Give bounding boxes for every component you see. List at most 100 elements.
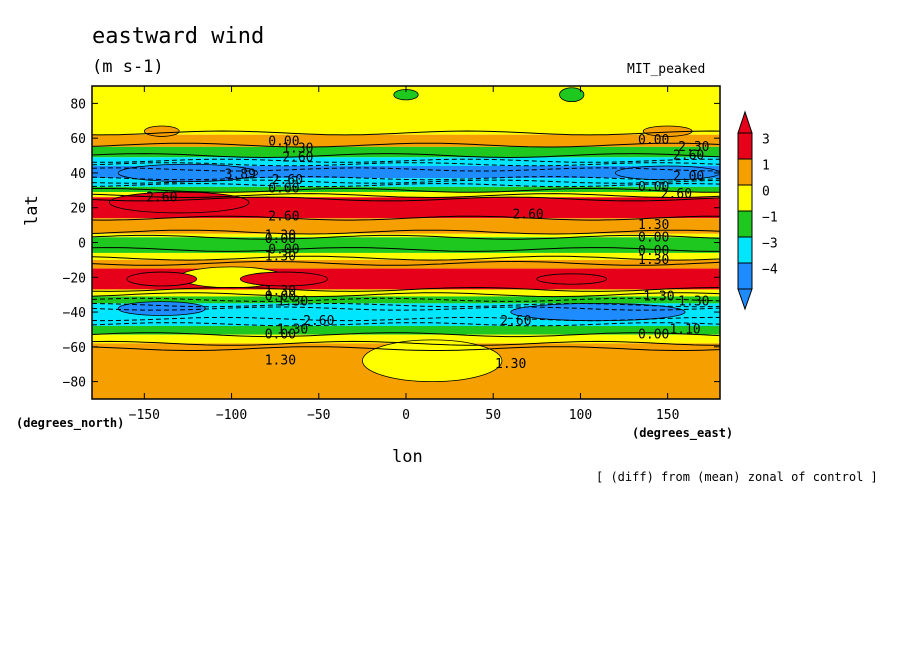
- y-tick-label: −80: [63, 376, 86, 391]
- y-tick-label: 60: [70, 132, 86, 147]
- color-band: [92, 146, 720, 158]
- x-tick-label: 150: [656, 408, 679, 423]
- contour-line: [92, 247, 720, 252]
- colorbar-segment: [737, 262, 753, 290]
- contour-label: 1.30: [265, 249, 296, 264]
- color-band: [92, 157, 720, 166]
- contour-line: [92, 142, 720, 148]
- color-blob: [510, 302, 686, 322]
- contour-label: 0.00: [638, 133, 669, 148]
- y-tick-label: −20: [63, 271, 86, 286]
- color-blob: [361, 339, 503, 383]
- color-band: [92, 334, 720, 344]
- color-blob: [559, 87, 585, 103]
- contour-line: [92, 261, 720, 266]
- contour-label: 2.60: [268, 209, 299, 224]
- color-band: [92, 134, 720, 147]
- color-band: [92, 237, 720, 253]
- contour-line: [92, 196, 720, 202]
- color-blob: [109, 191, 250, 214]
- contour-label: 0.00: [265, 289, 296, 304]
- contour-label: 0.00: [268, 135, 299, 150]
- contour-line: [92, 187, 720, 193]
- contour-label: 2.60: [673, 149, 704, 164]
- contour-line: [92, 346, 720, 351]
- contour-line: [92, 215, 720, 221]
- contour-label: 0.00: [265, 232, 296, 247]
- color-blob: [143, 125, 180, 137]
- y-tick-label: −40: [63, 306, 86, 321]
- contour-label: 1.30: [282, 142, 313, 157]
- contour-label: 1.30: [638, 218, 669, 233]
- contour-label: 2.60: [272, 173, 303, 188]
- contour-line-dashed: [92, 316, 720, 322]
- contour-label: 3.89: [225, 168, 256, 183]
- x-tick-label: 50: [485, 408, 501, 423]
- contour-label: 1.30: [265, 284, 296, 299]
- contour-line: [92, 340, 720, 346]
- colorbar-segment: [737, 210, 753, 238]
- contour-label: 1.30: [265, 229, 296, 244]
- contour-label: 2.60: [500, 314, 531, 329]
- contour-label: 2.00: [673, 169, 704, 184]
- contour-line: [92, 286, 720, 292]
- contour-label: 1.30: [638, 253, 669, 268]
- colorbar-top-arrow: [737, 110, 753, 134]
- contour-label: 1.30: [277, 322, 308, 337]
- color-band: [92, 192, 720, 198]
- x-tick-label: −50: [307, 408, 330, 423]
- contour-line: [92, 292, 720, 298]
- chart-units: (m s-1): [92, 57, 164, 77]
- contour-label: 2.60: [512, 208, 543, 223]
- contour-line-dashed: [92, 303, 720, 308]
- contour-label: 1.30: [495, 357, 526, 372]
- color-blob: [126, 271, 198, 287]
- color-blob: [117, 301, 206, 316]
- y-tick-label: 40: [70, 167, 86, 182]
- colorbar-segment: [737, 184, 753, 212]
- contour-line-dashed: [92, 306, 720, 311]
- contour-label: 0.00: [638, 328, 669, 343]
- color-band: [92, 325, 720, 335]
- contour-line-dashed: [92, 322, 720, 327]
- contour-label: 2.60: [282, 150, 313, 165]
- x-tick-label: −150: [129, 408, 160, 423]
- colorbar-label: 3: [762, 133, 770, 148]
- x-tick-label: 0: [402, 408, 410, 423]
- y-tick-label: 0: [78, 237, 86, 252]
- x-tick-label: −100: [216, 408, 247, 423]
- contour-line-dashed: [92, 158, 720, 163]
- contour-line: [92, 255, 720, 261]
- contour-line-dashed: [92, 183, 720, 188]
- contour-label: 0.00: [638, 244, 669, 259]
- chart-note: [ (diff) from (mean) zonal of control ]: [596, 470, 878, 484]
- y-tick-label: −60: [63, 341, 86, 356]
- color-blob: [117, 163, 259, 183]
- y-axis-units: (degrees_north): [16, 416, 125, 430]
- contour-label: 1.30: [643, 289, 674, 304]
- contour-label: 0.00: [638, 180, 669, 195]
- contour-line-dashed: [92, 162, 720, 167]
- color-band: [92, 296, 720, 304]
- color-band: [92, 218, 720, 234]
- contour-label: 1.10: [669, 322, 700, 337]
- contour-line-dashed: [92, 179, 720, 184]
- contour-line-dashed: [92, 176, 720, 181]
- y-tick-label: 20: [70, 202, 86, 217]
- colorbar-segment: [737, 158, 753, 186]
- colorbar-label: 0: [762, 185, 770, 200]
- contour-label: 0.00: [265, 328, 296, 343]
- color-blob: [239, 271, 328, 287]
- contour-line-dashed: [92, 297, 720, 302]
- contour-line: [92, 229, 720, 235]
- colorbar-label: −4: [762, 263, 778, 278]
- colorbar-label: −1: [762, 211, 778, 226]
- contour-label: 1.30: [277, 295, 308, 310]
- x-axis-label: lon: [392, 447, 423, 467]
- contour-label: 2.60: [303, 314, 334, 329]
- contour-label: 0.00: [638, 230, 669, 245]
- contour-line: [92, 153, 720, 159]
- colorbar-bottom-arrow: [737, 288, 753, 311]
- y-tick-label: 80: [70, 97, 86, 112]
- contour-label: 2.30: [678, 140, 709, 155]
